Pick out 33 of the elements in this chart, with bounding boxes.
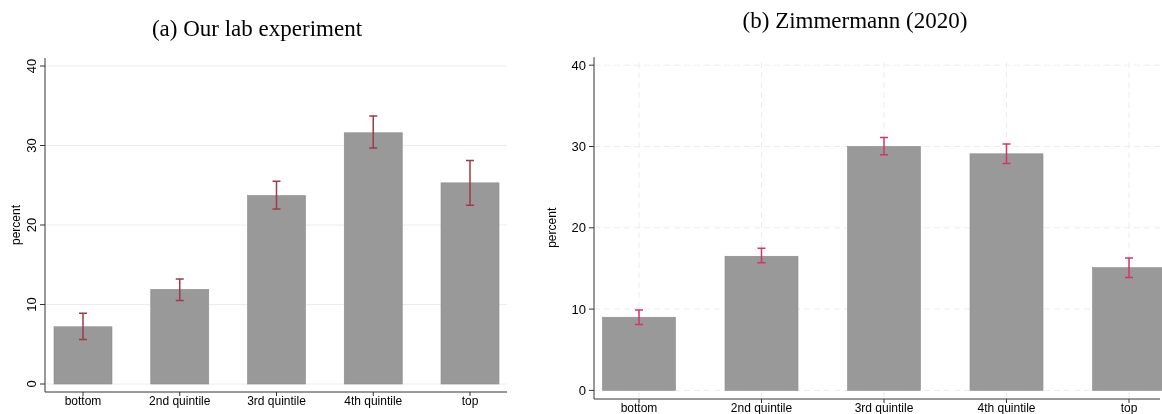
- bar: [724, 255, 799, 391]
- y-tick-label: 40: [571, 57, 586, 73]
- y-tick-label: 10: [24, 297, 39, 312]
- y-tick-label: 20: [24, 217, 39, 233]
- x-tick-label: 2nd quintile: [149, 394, 211, 408]
- y-tick-label: 0: [24, 380, 39, 388]
- x-tick-label: 2nd quintile: [730, 401, 793, 414]
- bar: [847, 146, 921, 391]
- bar: [343, 132, 403, 385]
- y-tick-label: 30: [24, 138, 39, 153]
- chart-title: (a) Our lab experiment: [151, 16, 363, 41]
- x-tick-label: 3rd quintile: [854, 401, 914, 414]
- y-tick-label: 40: [24, 58, 39, 74]
- x-tick-label: bottom: [620, 401, 658, 414]
- y-tick-label: 10: [571, 301, 586, 317]
- x-tick-label: top: [1120, 401, 1138, 414]
- y-axis-title: percent: [545, 207, 559, 248]
- bar: [53, 326, 113, 385]
- chart-title: (b) Zimmermann (2020): [742, 8, 968, 33]
- bar: [969, 153, 1044, 391]
- x-tick-label: top: [461, 394, 479, 408]
- y-tick-label: 0: [578, 382, 586, 398]
- bar: [247, 195, 306, 385]
- bar: [150, 289, 210, 385]
- bar: [440, 182, 500, 385]
- y-tick-label: 20: [571, 220, 586, 236]
- y-tick-label: 30: [571, 139, 586, 155]
- x-tick-label: bottom: [64, 394, 102, 408]
- y-axis-title: percent: [9, 204, 23, 246]
- x-tick-label: 4th quintile: [344, 394, 403, 408]
- x-tick-label: 4th quintile: [977, 401, 1036, 414]
- x-tick-label: 3rd quintile: [247, 394, 307, 408]
- bar: [602, 316, 676, 391]
